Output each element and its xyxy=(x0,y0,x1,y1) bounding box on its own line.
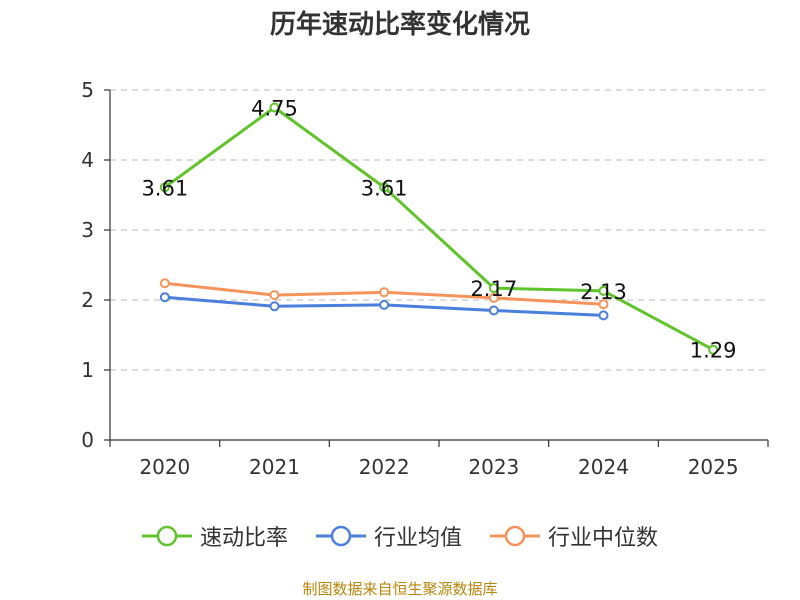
legend-label: 速动比率 xyxy=(199,526,288,551)
data-point xyxy=(708,344,719,355)
data-point xyxy=(379,287,390,298)
legend-marker-icon xyxy=(315,525,366,547)
legend-label: 行业中位数 xyxy=(548,526,659,551)
y-tick-label: 0 xyxy=(81,428,94,452)
series-line-0 xyxy=(163,106,714,352)
legend-circle xyxy=(504,525,526,547)
data-label: 4.75 xyxy=(251,97,298,121)
chart-title: 历年速动比率变化情况 xyxy=(269,10,530,40)
data-label: 2.17 xyxy=(470,277,517,301)
data-point xyxy=(488,283,499,294)
data-point xyxy=(159,278,170,289)
data-point xyxy=(488,292,499,303)
legend-marker-icon xyxy=(141,525,192,547)
data-point xyxy=(598,285,609,296)
legend-circle xyxy=(156,525,178,547)
data-label: 3.61 xyxy=(141,176,188,200)
series-lines xyxy=(159,102,719,355)
data-point xyxy=(269,301,280,312)
data-point xyxy=(488,305,499,316)
grid-lines xyxy=(110,89,768,371)
x-tick-label: 2025 xyxy=(688,455,739,479)
data-point xyxy=(379,299,390,310)
legend-item[interactable]: 速动比率 xyxy=(141,520,288,552)
data-point xyxy=(379,182,390,193)
data-point xyxy=(159,292,170,303)
data-point xyxy=(269,102,280,113)
y-tick-label: 5 xyxy=(81,78,94,102)
data-label: 3.61 xyxy=(361,176,408,200)
x-tick-label: 2020 xyxy=(139,455,190,479)
y-tick-label: 3 xyxy=(81,218,94,242)
data-labels: 3.61 4.75 3.61 2.17 2.13 1.29 xyxy=(141,97,736,363)
data-label: 1.29 xyxy=(690,339,737,363)
legend-item[interactable]: 行业中位数 xyxy=(490,520,658,552)
data-point xyxy=(598,310,609,321)
legend-circle xyxy=(330,525,352,547)
data-point xyxy=(598,299,609,310)
source-note: 制图数据来自恒生聚源数据库 xyxy=(302,580,498,598)
x-tick-label: 2021 xyxy=(249,455,300,479)
axes: 0 1 2 3 4 5 2020 2021 2022 2023 2024 2025 xyxy=(81,78,769,479)
legend-item[interactable]: 行业均值 xyxy=(315,520,462,552)
legend-label: 行业均值 xyxy=(373,526,462,551)
data-point xyxy=(159,182,170,193)
data-point xyxy=(269,290,280,301)
y-tick-label: 4 xyxy=(81,148,94,172)
y-tick-label: 2 xyxy=(81,288,94,312)
legend-marker-icon xyxy=(490,525,540,547)
x-tick-label: 2023 xyxy=(468,455,519,479)
data-label: 2.13 xyxy=(580,280,627,304)
legend: 速动比率 行业均值 行业中位数 xyxy=(0,520,800,552)
x-tick-label: 2024 xyxy=(578,455,629,479)
x-tick-label: 2022 xyxy=(359,455,410,479)
y-tick-label: 1 xyxy=(81,358,94,382)
